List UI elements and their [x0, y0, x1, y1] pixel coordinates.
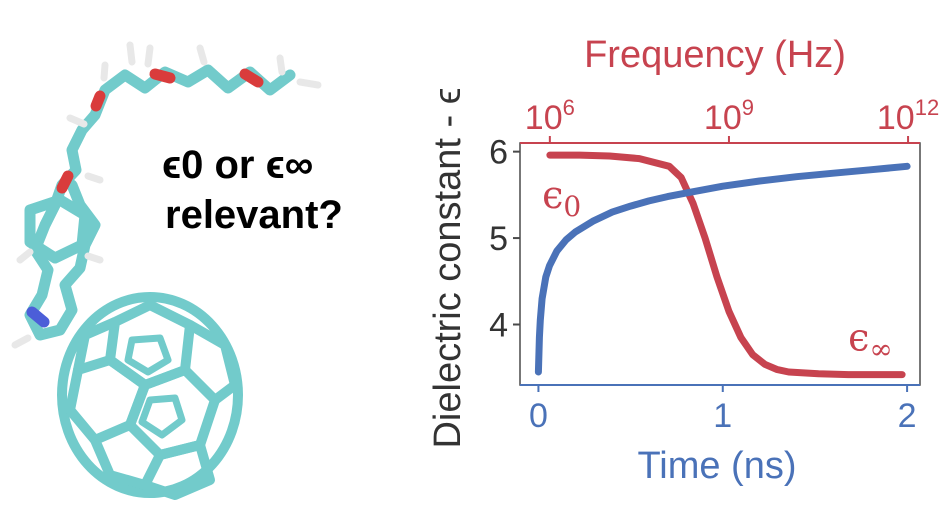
epsilon-zero-label: ϵ0 [542, 173, 581, 223]
annotations: ϵ0 ϵ∞ [542, 173, 893, 366]
fullerene-cage [57, 292, 243, 500]
y-axis-title: Dielectric constant - ϵ [427, 87, 469, 448]
y-tick-label: 6 [489, 134, 508, 172]
epsilon-infinity-label: ϵ∞ [848, 315, 893, 365]
time-series-line [534, 162, 911, 376]
x2-tick-label: 1012 [877, 95, 939, 137]
x2-axis-title: Frequency (Hz) [584, 34, 846, 76]
question-line-1: ϵ0 or ϵ∞ [162, 143, 314, 187]
fullerene-molecule-illustration [11, 41, 322, 500]
series-layer [534, 151, 911, 379]
x-tick-label: 0 [529, 397, 548, 435]
x-tick-label: 1 [713, 397, 732, 435]
question-line-2: relevant? [165, 193, 343, 237]
molecule-chain [11, 41, 322, 349]
axis-ticks: 0 1 2 4 5 6 106 109 1012 [489, 95, 939, 435]
x-axis-title: Time (ns) [637, 445, 796, 487]
y-tick-label: 4 [489, 307, 508, 345]
x2-tick-label: 106 [525, 95, 575, 137]
question-text: ϵ0 or ϵ∞ relevant? [150, 140, 390, 240]
y-tick-label: 5 [489, 220, 508, 258]
dielectric-chart: Frequency (Hz) Time (ns) Dielectric cons… [427, 34, 939, 487]
x2-tick-label: 109 [704, 95, 754, 137]
frequency-series-line [546, 151, 906, 379]
x-tick-label: 2 [898, 397, 917, 435]
